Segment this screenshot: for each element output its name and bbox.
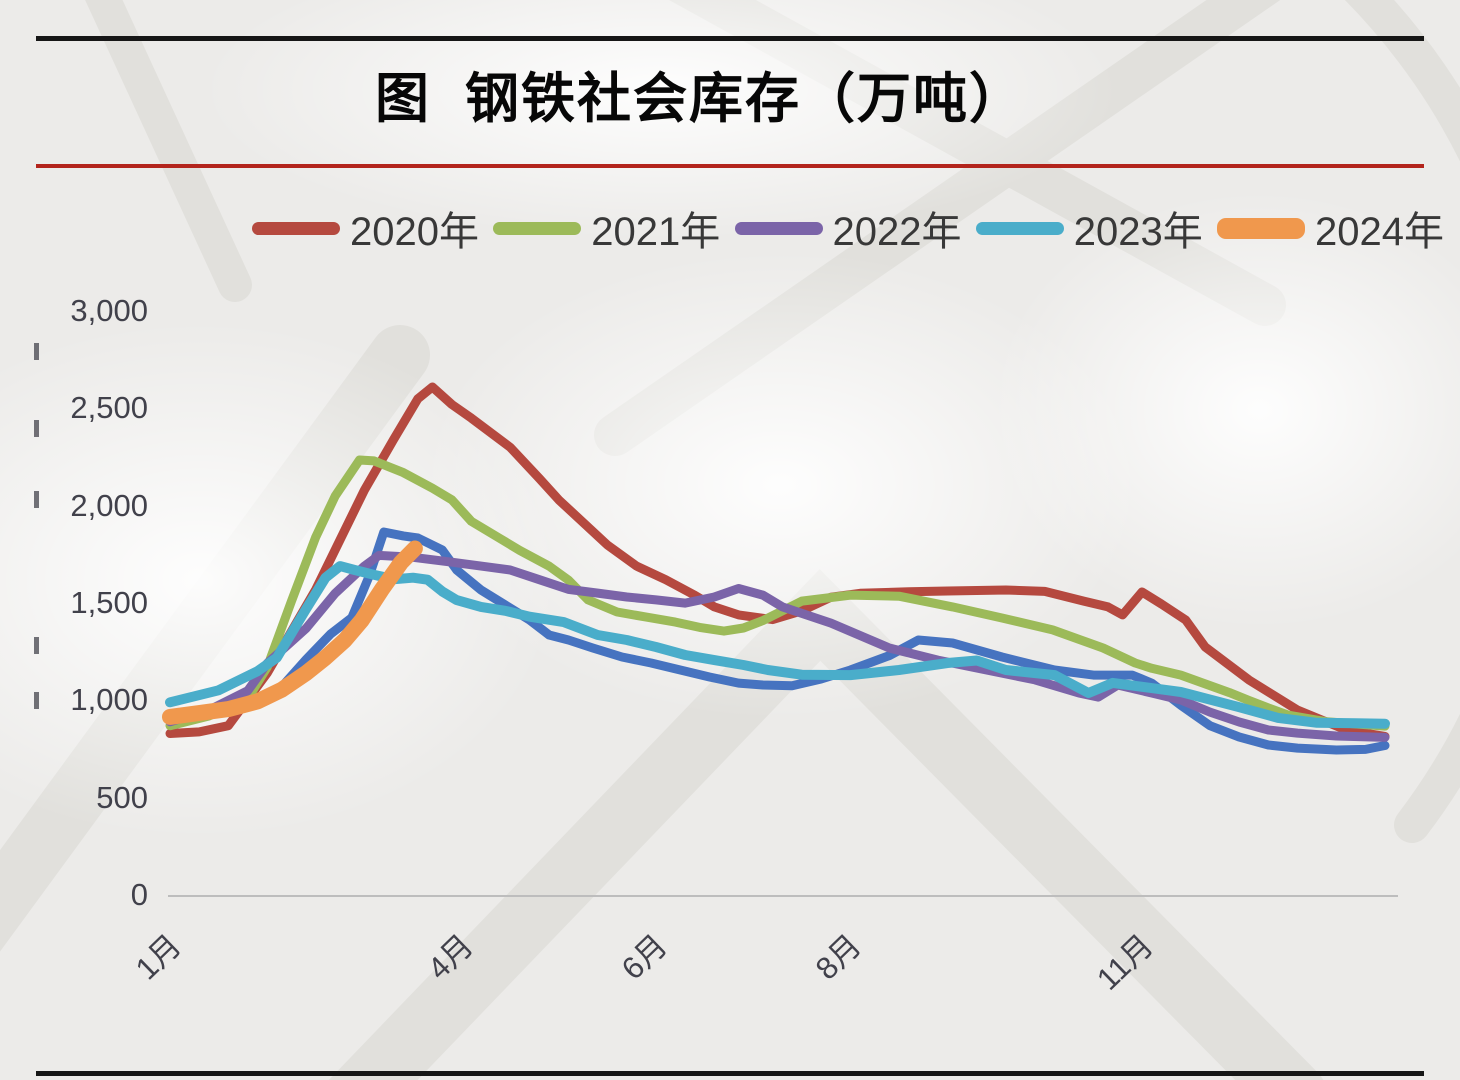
y-axis-tick-label: 0 — [130, 877, 148, 912]
series-line-2022年 — [165, 550, 1390, 742]
legend-label: 2022年 — [832, 210, 962, 254]
legend-item-2023: 2023年 — [975, 199, 1203, 257]
x-axis-line — [168, 895, 1398, 897]
scan-artifact-dash — [34, 692, 39, 709]
top-border-rule — [36, 36, 1424, 41]
legend-item-2024: 2024年 — [1217, 199, 1444, 257]
red-divider-rule — [36, 164, 1424, 168]
legend-item-2022: 2022年 — [734, 199, 962, 257]
y-axis-tick-label: 3,000 — [70, 293, 148, 328]
legend-label: 2024年 — [1315, 210, 1444, 254]
chart-legend: 2020年 2021年 2022年 2023年 2024年 — [252, 203, 1444, 254]
y-axis-tick-label: 1,500 — [70, 585, 148, 620]
legend-swatch-2022 — [734, 221, 823, 235]
scan-artifact-dash — [34, 343, 39, 360]
series-line-2021年 — [165, 455, 1390, 731]
series-line-2024年 — [162, 540, 423, 725]
series-line-2023年 — [165, 561, 1390, 729]
legend-label: 2020年 — [350, 210, 479, 254]
y-axis-tick-label: 1,000 — [70, 682, 148, 718]
scan-artifact-dash — [34, 420, 39, 437]
legend-swatch-2020 — [252, 221, 340, 235]
background-light-patch — [990, 190, 1460, 630]
legend-item-2021: 2021年 — [493, 199, 720, 257]
legend-item-2020: 2020年 — [252, 199, 479, 257]
bottom-border-rule — [36, 1071, 1424, 1076]
legend-swatch-2023 — [975, 221, 1064, 235]
chart-title: 图 钢铁社会库存（万吨） — [374, 69, 1025, 129]
legend-label: 2021年 — [591, 210, 721, 254]
legend-swatch-2021 — [493, 221, 582, 235]
legend-swatch-2024 — [1217, 217, 1305, 239]
scan-artifact-dash — [34, 491, 39, 508]
series-line-2020年 — [165, 382, 1390, 741]
y-axis-tick-label: 500 — [96, 779, 148, 815]
scan-artifact-dash — [34, 637, 39, 654]
legend-label: 2023年 — [1073, 210, 1203, 254]
y-axis-tick-label: 2,000 — [70, 487, 148, 523]
y-axis-tick-label: 2,500 — [70, 390, 148, 426]
